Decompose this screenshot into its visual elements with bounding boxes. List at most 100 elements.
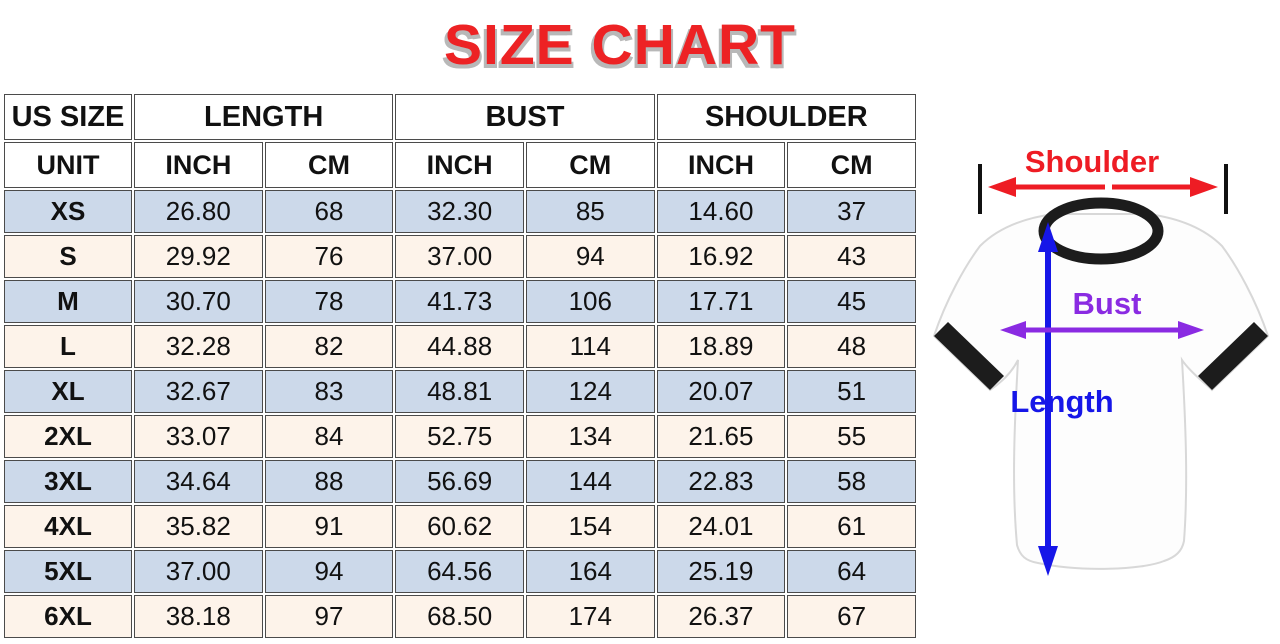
col-header-length-inch: INCH xyxy=(134,142,263,188)
col-header-shoulder: SHOULDER xyxy=(656,94,916,140)
col-header-bust: BUST xyxy=(395,94,655,140)
size-label-cell: XS xyxy=(4,190,132,233)
col-header-length-cm: CM xyxy=(264,142,394,188)
shoulder-inch-cell: 16.92 xyxy=(656,235,786,278)
bust-inch-cell: 37.00 xyxy=(395,235,524,278)
bust-arrowhead-right xyxy=(1178,321,1204,339)
bust-arrowhead-left xyxy=(1000,321,1026,339)
length-cm-cell: 91 xyxy=(264,505,394,548)
length-inch-cell: 33.07 xyxy=(134,415,263,458)
length-cm-cell: 68 xyxy=(264,190,394,233)
shoulder-inch-cell: 22.83 xyxy=(656,460,786,503)
length-cm-cell: 76 xyxy=(264,235,394,278)
length-cm-cell: 84 xyxy=(264,415,394,458)
length-cm-cell: 78 xyxy=(264,280,394,323)
size-label-cell: 4XL xyxy=(4,505,132,548)
table-row: XS 26.80 68 32.30 85 14.60 37 xyxy=(4,190,916,233)
bust-inch-cell: 41.73 xyxy=(395,280,524,323)
bust-cm-cell: 134 xyxy=(525,415,655,458)
bust-cm-cell: 94 xyxy=(525,235,655,278)
bust-inch-cell: 32.30 xyxy=(395,190,524,233)
length-inch-cell: 38.18 xyxy=(134,595,263,638)
shoulder-cm-cell: 58 xyxy=(787,460,916,503)
size-label-cell: XL xyxy=(4,370,132,413)
length-inch-cell: 29.92 xyxy=(134,235,263,278)
bust-cm-cell: 124 xyxy=(525,370,655,413)
size-label-cell: S xyxy=(4,235,132,278)
shoulder-inch-cell: 20.07 xyxy=(656,370,786,413)
tshirt-body xyxy=(932,213,1270,570)
shoulder-inch-cell: 17.71 xyxy=(656,280,786,323)
length-inch-cell: 26.80 xyxy=(134,190,263,233)
shoulder-inch-cell: 18.89 xyxy=(656,325,786,368)
length-cm-cell: 82 xyxy=(264,325,394,368)
table-row: L 32.28 82 44.88 114 18.89 48 xyxy=(4,325,916,368)
shoulder-inch-cell: 14.60 xyxy=(656,190,786,233)
length-inch-cell: 32.67 xyxy=(134,370,263,413)
left-cuff xyxy=(934,322,1004,390)
col-header-us-size: US SIZE xyxy=(4,94,132,140)
bust-cm-cell: 85 xyxy=(525,190,655,233)
shoulder-cm-cell: 37 xyxy=(787,190,916,233)
shoulder-inch-cell: 21.65 xyxy=(656,415,786,458)
col-header-unit: UNIT xyxy=(4,142,132,188)
bust-cm-cell: 174 xyxy=(525,595,655,638)
bust-inch-cell: 64.56 xyxy=(395,550,524,593)
size-label-cell: 5XL xyxy=(4,550,132,593)
bust-cm-cell: 154 xyxy=(525,505,655,548)
bust-cm-cell: 164 xyxy=(525,550,655,593)
length-cm-cell: 83 xyxy=(264,370,394,413)
length-cm-cell: 88 xyxy=(264,460,394,503)
length-inch-cell: 34.64 xyxy=(134,460,263,503)
length-measure: Length xyxy=(1010,222,1114,576)
bust-inch-cell: 48.81 xyxy=(395,370,524,413)
tshirt-measurement-diagram: Shoulder Length Bust xyxy=(932,144,1270,576)
shoulder-cm-cell: 45 xyxy=(787,280,916,323)
col-header-bust-cm: CM xyxy=(525,142,655,188)
header-row-units: UNIT INCH CM INCH CM INCH CM xyxy=(4,142,916,188)
shoulder-cm-cell: 55 xyxy=(787,415,916,458)
shoulder-tick-left xyxy=(978,164,982,214)
col-header-shoulder-cm: CM xyxy=(787,142,916,188)
col-header-bust-inch: INCH xyxy=(395,142,524,188)
table-row: 2XL 33.07 84 52.75 134 21.65 55 xyxy=(4,415,916,458)
length-arrowhead-bottom xyxy=(1038,546,1058,576)
bust-inch-cell: 56.69 xyxy=(395,460,524,503)
shoulder-measure: Shoulder xyxy=(978,144,1228,214)
length-inch-cell: 37.00 xyxy=(134,550,263,593)
size-label-cell: M xyxy=(4,280,132,323)
shoulder-inch-cell: 26.37 xyxy=(656,595,786,638)
header-row-groups: US SIZE LENGTH BUST SHOULDER xyxy=(4,94,916,140)
length-inch-cell: 30.70 xyxy=(134,280,263,323)
table-row: 6XL 38.18 97 68.50 174 26.37 67 xyxy=(4,595,916,638)
table-row: M 30.70 78 41.73 106 17.71 45 xyxy=(4,280,916,323)
shoulder-cm-cell: 61 xyxy=(787,505,916,548)
col-header-shoulder-inch: INCH xyxy=(656,142,786,188)
shoulder-cm-cell: 51 xyxy=(787,370,916,413)
length-label: Length xyxy=(1010,384,1113,419)
table-row: 4XL 35.82 91 60.62 154 24.01 61 xyxy=(4,505,916,548)
table-row: 3XL 34.64 88 56.69 144 22.83 58 xyxy=(4,460,916,503)
shoulder-label: Shoulder xyxy=(1025,144,1159,179)
shoulder-cm-cell: 43 xyxy=(787,235,916,278)
shoulder-arrowhead-right xyxy=(1190,177,1218,197)
shoulder-arrowhead-left xyxy=(988,177,1016,197)
bust-label: Bust xyxy=(1073,286,1142,321)
shoulder-tick-right xyxy=(1224,164,1228,214)
size-label-cell: 6XL xyxy=(4,595,132,638)
length-cm-cell: 94 xyxy=(264,550,394,593)
size-label-cell: L xyxy=(4,325,132,368)
shoulder-cm-cell: 67 xyxy=(787,595,916,638)
bust-cm-cell: 144 xyxy=(525,460,655,503)
shoulder-cm-cell: 64 xyxy=(787,550,916,593)
length-arrowhead-top xyxy=(1038,222,1058,252)
table-row: 5XL 37.00 94 64.56 164 25.19 64 xyxy=(4,550,916,593)
size-table: US SIZE LENGTH BUST SHOULDER UNIT INCH C… xyxy=(2,92,918,640)
bust-inch-cell: 52.75 xyxy=(395,415,524,458)
bust-inch-cell: 60.62 xyxy=(395,505,524,548)
length-cm-cell: 97 xyxy=(264,595,394,638)
page-title: SIZE CHART xyxy=(444,13,796,77)
shoulder-cm-cell: 48 xyxy=(787,325,916,368)
bust-inch-cell: 44.88 xyxy=(395,325,524,368)
bust-cm-cell: 114 xyxy=(525,325,655,368)
